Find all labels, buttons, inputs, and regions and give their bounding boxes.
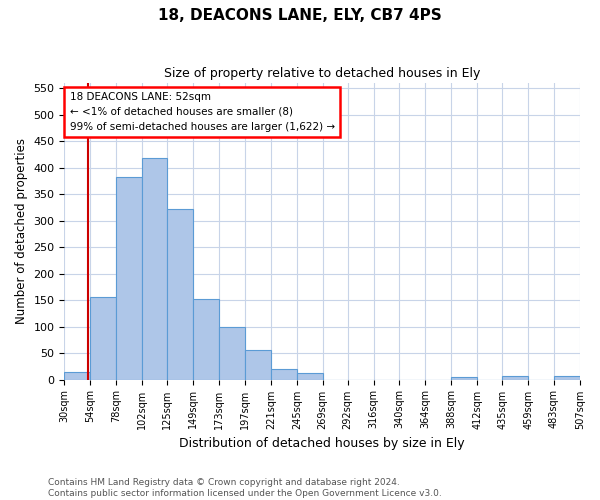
- Title: Size of property relative to detached houses in Ely: Size of property relative to detached ho…: [164, 68, 481, 80]
- Bar: [64, 372, 91, 380]
- Bar: [297, 373, 323, 380]
- X-axis label: Distribution of detached houses by size in Ely: Distribution of detached houses by size …: [179, 437, 465, 450]
- Y-axis label: Number of detached properties: Number of detached properties: [15, 138, 28, 324]
- Bar: [193, 299, 219, 380]
- Bar: [142, 158, 167, 380]
- Text: Contains HM Land Registry data © Crown copyright and database right 2024.
Contai: Contains HM Land Registry data © Crown c…: [48, 478, 442, 498]
- Bar: [271, 369, 297, 380]
- Bar: [502, 376, 528, 380]
- Bar: [116, 177, 142, 380]
- Bar: [245, 350, 271, 380]
- Bar: [167, 208, 193, 380]
- Bar: [91, 298, 116, 380]
- Bar: [451, 377, 478, 380]
- Bar: [554, 376, 580, 380]
- Text: 18 DEACONS LANE: 52sqm
← <1% of detached houses are smaller (8)
99% of semi-deta: 18 DEACONS LANE: 52sqm ← <1% of detached…: [70, 92, 335, 132]
- Text: 18, DEACONS LANE, ELY, CB7 4PS: 18, DEACONS LANE, ELY, CB7 4PS: [158, 8, 442, 22]
- Bar: [219, 326, 245, 380]
